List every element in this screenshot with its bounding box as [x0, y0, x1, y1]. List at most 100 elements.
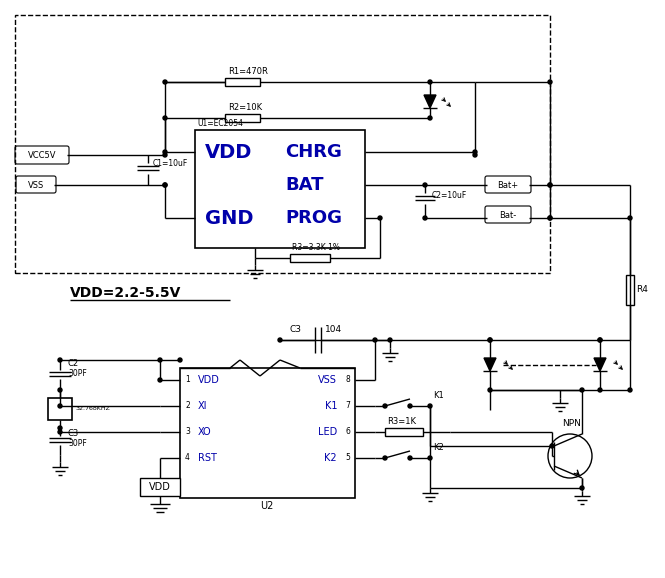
Text: 5: 5 [345, 454, 350, 462]
Text: 1: 1 [185, 376, 190, 384]
Text: 30PF: 30PF [68, 369, 86, 379]
Circle shape [423, 183, 427, 187]
Text: VDD: VDD [198, 375, 220, 385]
Circle shape [58, 404, 62, 408]
Text: C3: C3 [68, 429, 79, 439]
Circle shape [58, 430, 62, 434]
Circle shape [598, 388, 602, 392]
Text: VDD=2.2-5.5V: VDD=2.2-5.5V [70, 286, 182, 300]
Bar [225, 78, 260, 86]
Text: PROG: PROG [285, 209, 342, 227]
Circle shape [488, 338, 492, 342]
Circle shape [163, 80, 167, 84]
Circle shape [550, 444, 554, 448]
Bar [140, 478, 180, 496]
Text: XI: XI [198, 401, 207, 411]
Circle shape [58, 358, 62, 362]
Text: 104: 104 [325, 325, 342, 335]
Text: 6: 6 [345, 428, 350, 436]
Text: U2: U2 [260, 501, 274, 511]
Circle shape [163, 153, 167, 157]
Text: 30PF: 30PF [68, 439, 86, 449]
Text: R4: R4 [636, 286, 648, 295]
Text: CHRG: CHRG [285, 143, 342, 161]
Text: R1=470R: R1=470R [228, 68, 268, 76]
Circle shape [428, 456, 432, 460]
Text: U1=EC2054: U1=EC2054 [197, 118, 243, 128]
Text: RST: RST [198, 453, 217, 463]
Text: C1=10uF: C1=10uF [153, 160, 188, 169]
Circle shape [598, 338, 602, 342]
Text: VSS: VSS [28, 180, 44, 190]
Circle shape [548, 216, 552, 220]
Bar [225, 114, 260, 122]
Circle shape [488, 338, 492, 342]
Text: 2: 2 [185, 402, 190, 410]
Circle shape [58, 426, 62, 430]
Text: VCC5V: VCC5V [28, 150, 57, 160]
Circle shape [158, 378, 162, 382]
Bar [48, 398, 72, 420]
Polygon shape [594, 358, 606, 371]
Circle shape [428, 116, 432, 120]
Circle shape [548, 183, 552, 187]
Circle shape [388, 338, 392, 342]
Bar [385, 428, 423, 436]
Bar [290, 254, 330, 262]
Circle shape [598, 338, 602, 342]
Circle shape [158, 358, 162, 362]
Text: XO: XO [198, 427, 211, 437]
Circle shape [488, 388, 492, 392]
Bar [195, 130, 365, 248]
Circle shape [428, 404, 432, 408]
Text: K2: K2 [433, 443, 444, 453]
Text: R3=3.3K 1%: R3=3.3K 1% [292, 243, 340, 253]
Circle shape [58, 388, 62, 392]
Circle shape [373, 338, 377, 342]
Circle shape [163, 116, 167, 120]
Text: VDD: VDD [205, 143, 253, 161]
Text: K2: K2 [325, 453, 337, 463]
Text: NPN: NPN [563, 420, 581, 428]
Text: C2=10uF: C2=10uF [432, 191, 467, 201]
Circle shape [408, 456, 412, 460]
Text: GND: GND [205, 209, 253, 228]
Circle shape [278, 338, 282, 342]
Text: 4: 4 [185, 454, 190, 462]
Text: 7: 7 [345, 402, 350, 410]
Circle shape [548, 183, 552, 187]
Text: VDD: VDD [149, 482, 171, 492]
Circle shape [473, 150, 477, 154]
Text: 32.768KHZ: 32.768KHZ [76, 406, 111, 410]
Text: C2: C2 [68, 358, 79, 368]
Text: BAT: BAT [285, 176, 323, 194]
Circle shape [548, 80, 552, 84]
Polygon shape [484, 358, 496, 371]
Circle shape [580, 388, 584, 392]
Text: R2=10K: R2=10K [228, 103, 262, 113]
Circle shape [408, 404, 412, 408]
Text: 3: 3 [185, 428, 190, 436]
Bar [626, 275, 634, 305]
Circle shape [163, 150, 167, 154]
Circle shape [628, 388, 632, 392]
Circle shape [163, 183, 167, 187]
Polygon shape [424, 95, 436, 108]
Text: Bat-: Bat- [499, 210, 517, 220]
Circle shape [580, 486, 584, 490]
Text: LED: LED [318, 427, 337, 437]
Circle shape [163, 183, 167, 187]
Text: R3=1K: R3=1K [387, 417, 416, 427]
Text: 8: 8 [345, 376, 350, 384]
Text: K1: K1 [433, 391, 444, 401]
Bar [15, 15, 550, 273]
Circle shape [383, 404, 387, 408]
Circle shape [548, 216, 552, 220]
Circle shape [378, 216, 382, 220]
Bar [180, 368, 355, 498]
Circle shape [628, 216, 632, 220]
Circle shape [423, 216, 427, 220]
Text: C3: C3 [290, 325, 302, 335]
Text: VSS: VSS [318, 375, 337, 385]
Text: K1: K1 [325, 401, 337, 411]
